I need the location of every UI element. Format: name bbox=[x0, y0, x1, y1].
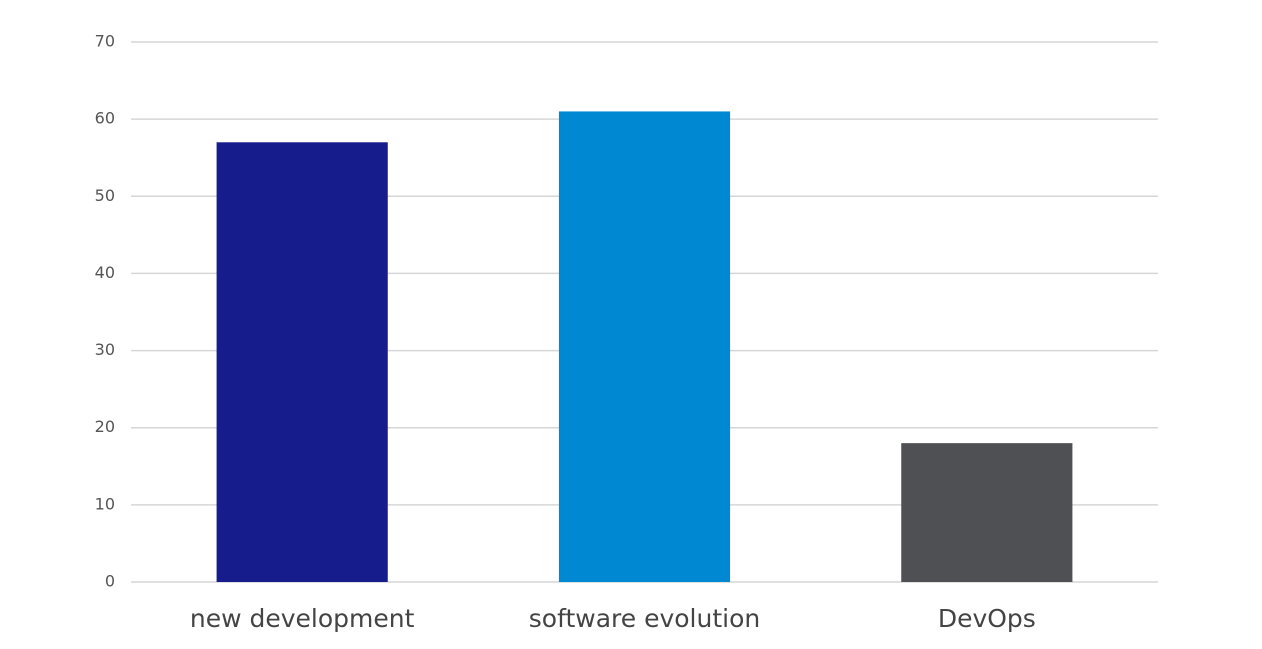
x-tick-label: software evolution bbox=[529, 604, 760, 633]
bar bbox=[901, 443, 1073, 582]
y-tick-label: 0 bbox=[105, 572, 115, 591]
x-tick-label: DevOps bbox=[938, 604, 1036, 633]
y-tick-label: 50 bbox=[95, 186, 115, 205]
y-tick-label: 40 bbox=[95, 263, 115, 282]
y-tick-label: 60 bbox=[95, 109, 115, 128]
x-tick-label: new development bbox=[190, 604, 415, 633]
y-tick-label: 70 bbox=[95, 32, 115, 51]
y-tick-label: 10 bbox=[95, 494, 115, 513]
y-tick-label: 20 bbox=[95, 417, 115, 436]
bar bbox=[558, 111, 731, 582]
bar bbox=[216, 142, 388, 583]
y-tick-label: 30 bbox=[95, 340, 115, 359]
